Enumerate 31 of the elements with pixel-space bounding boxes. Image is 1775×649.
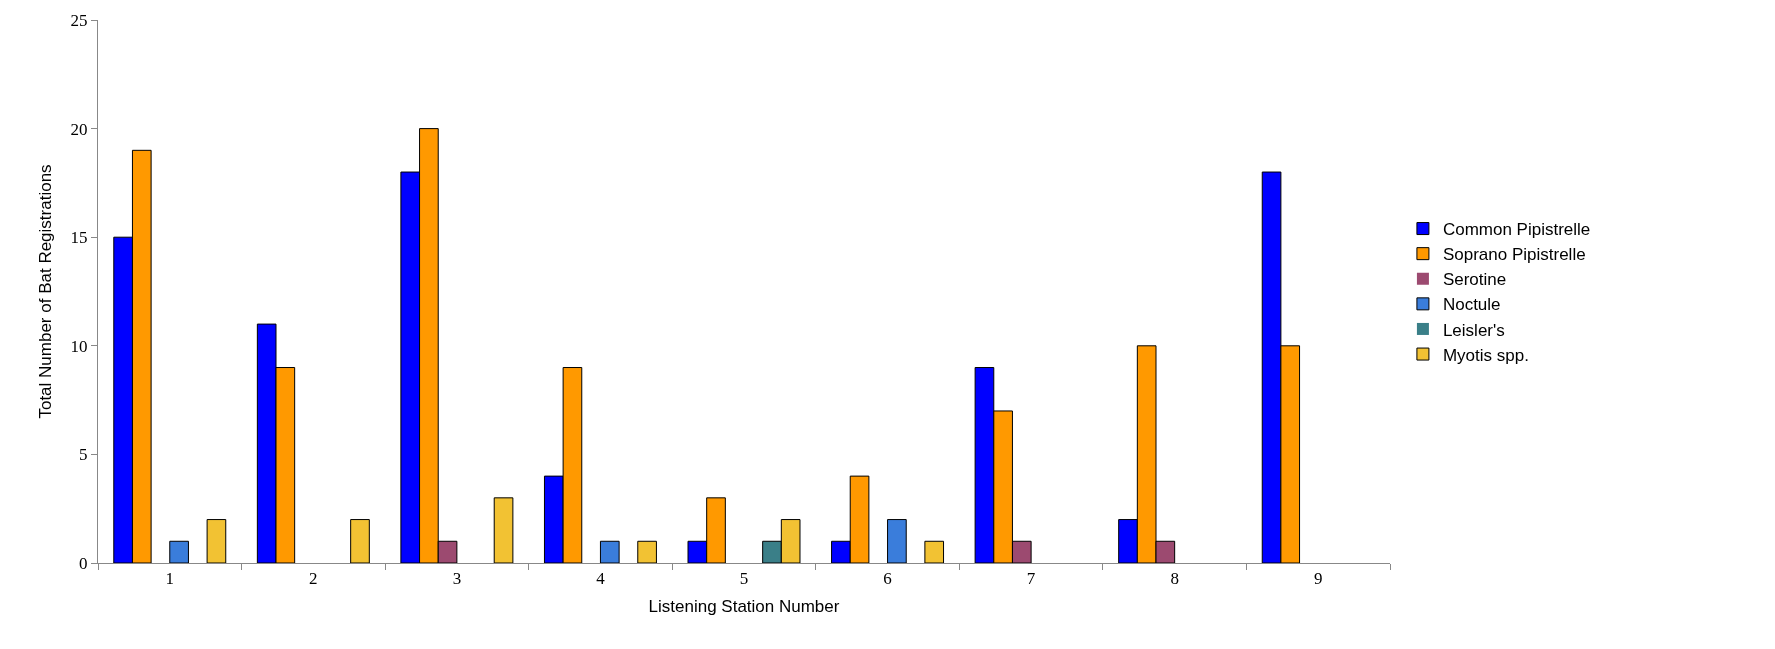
x-tick-label: 4 [596, 569, 606, 589]
bar [887, 519, 907, 563]
y-tick-label: 20 [70, 119, 88, 139]
legend-label: Common Pipistrelle [1442, 220, 1591, 240]
x-tick-label: 9 [1313, 569, 1323, 589]
x-axis-title: Listening Station Number [648, 596, 840, 616]
bar [206, 519, 227, 563]
legend-label: Serotine [1442, 270, 1507, 290]
x-tick-label: 2 [309, 569, 318, 589]
y-tick-label: 25 [70, 10, 88, 30]
x-tick-label: 1 [165, 569, 175, 589]
x-tick-label: 6 [883, 569, 892, 589]
bar [493, 497, 514, 563]
legend-label: Leisler's [1442, 320, 1505, 340]
y-axis-title: Total Number of Bat Registrations [36, 164, 56, 419]
bar [924, 540, 945, 563]
y-tick-label: 0 [79, 553, 88, 573]
y-tick-label: 10 [70, 336, 88, 356]
x-tick-label: 7 [1026, 569, 1036, 589]
legend-label: Myotis spp. [1442, 345, 1529, 365]
x-tick-label: 5 [739, 569, 749, 589]
legend-label: Soprano Pipistrelle [1442, 245, 1586, 265]
y-tick-label: 5 [79, 445, 88, 465]
bar [637, 540, 657, 563]
y-tick-label: 15 [70, 228, 88, 248]
x-tick-label: 8 [1170, 569, 1179, 589]
legend-label: Noctule [1442, 295, 1501, 315]
bar [169, 540, 189, 563]
bar [599, 540, 620, 563]
x-tick-label: 3 [452, 569, 462, 589]
bar [350, 519, 370, 563]
